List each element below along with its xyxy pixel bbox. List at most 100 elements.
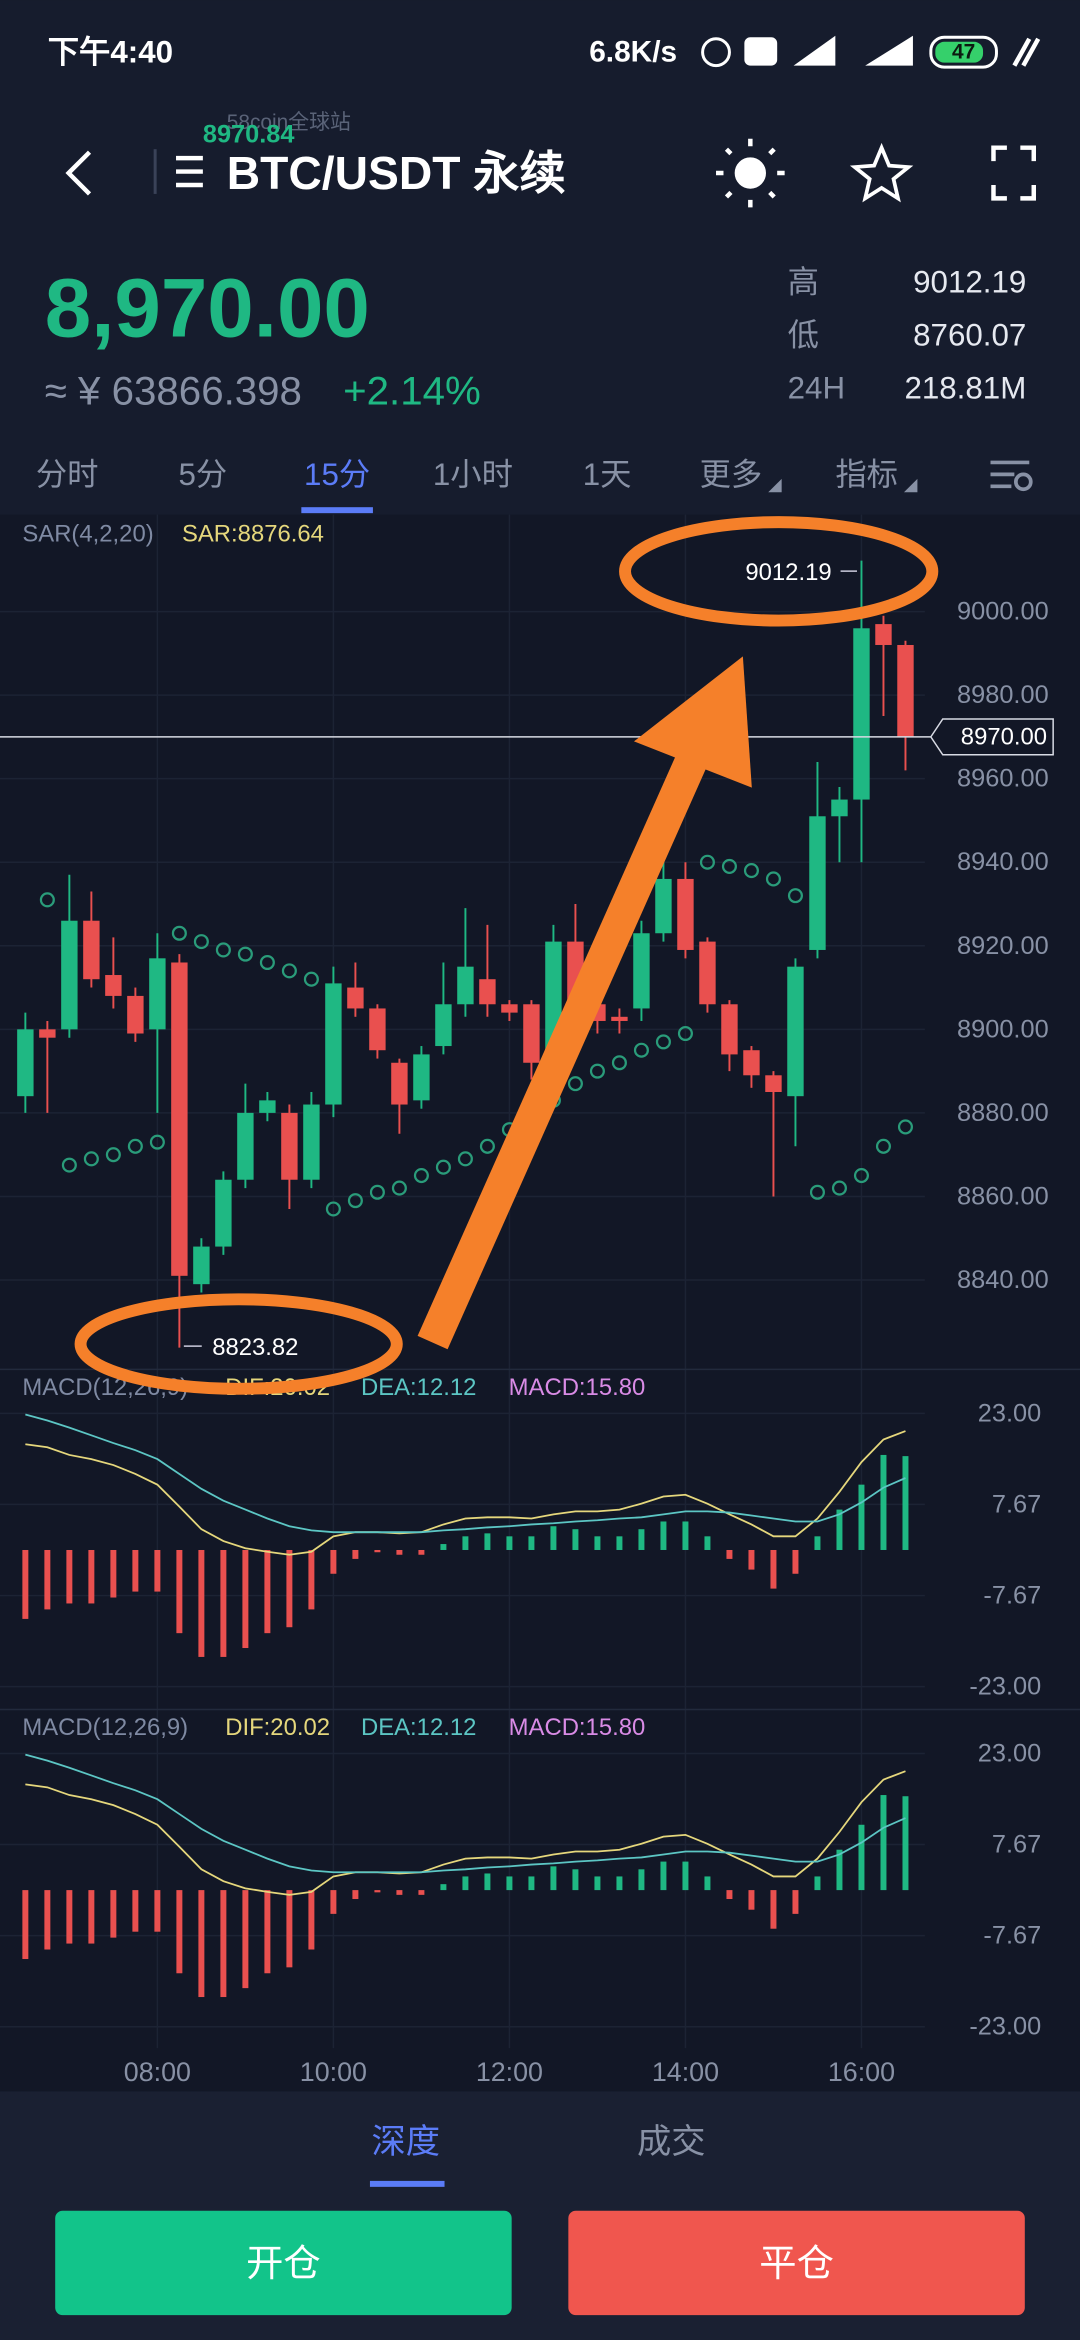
macd-bar — [704, 1876, 711, 1891]
macd-bar — [198, 1549, 205, 1657]
macd-bar — [66, 1890, 73, 1944]
menu-icon[interactable] — [176, 155, 203, 188]
sar-dot — [589, 1063, 605, 1079]
macd-bar — [638, 1869, 645, 1891]
fullscreen-button[interactable] — [991, 145, 1036, 201]
macd-bar — [814, 1536, 821, 1550]
macd-bar — [110, 1549, 117, 1598]
stat-label: 24H — [788, 370, 845, 405]
back-button[interactable] — [65, 150, 92, 196]
action-button[interactable] — [568, 2210, 1025, 2316]
macd-bar — [682, 1861, 689, 1891]
battery-text: 47 — [952, 41, 975, 64]
legend-entry: DEA:12.12 — [361, 1714, 476, 1741]
indicator-label: SAR(4,2,20) — [22, 521, 153, 548]
tab-settings[interactable] — [990, 460, 1033, 492]
macd-bar — [110, 1890, 117, 1938]
candle-body — [127, 995, 144, 1034]
macd-bar — [242, 1549, 249, 1649]
macd-bar — [836, 1509, 843, 1550]
theme-button[interactable] — [716, 138, 785, 208]
macd-bar — [880, 1454, 887, 1550]
x-tick-label: 10:00 — [300, 2057, 367, 2087]
macd-bar — [572, 1869, 579, 1891]
candle-body — [193, 1246, 210, 1285]
sar-dot — [787, 888, 803, 904]
sar-dot — [809, 1184, 825, 1200]
tab[interactable]: 1天 — [583, 457, 632, 492]
action-button-label[interactable]: 开仓 — [246, 2242, 321, 2284]
y-tick-label: 8940.00 — [957, 848, 1049, 876]
macd-bar — [572, 1529, 579, 1550]
macd-bar — [154, 1890, 161, 1932]
sar-dot — [655, 1034, 671, 1050]
cny-price: ≈ ¥ 63866.398 — [45, 368, 302, 413]
macd-bar — [352, 1890, 359, 1900]
stat-label: 低 — [788, 317, 819, 352]
macd-bar — [792, 1549, 799, 1574]
macd-bar — [858, 1484, 865, 1550]
macd-bar — [616, 1536, 623, 1550]
candle-body — [413, 1054, 430, 1101]
candle-body — [501, 1004, 518, 1013]
y-tick-label: -7.67 — [983, 1922, 1041, 1950]
interval-tabs: 分时 5分 15分 1小时 1天 更多 指标 — [36, 457, 918, 514]
max-label: 9012.19 — [745, 559, 831, 586]
action-button[interactable] — [55, 2210, 512, 2316]
y-tick-label: 23.00 — [978, 1399, 1041, 1427]
sar-dot — [259, 954, 275, 971]
sar-dot — [39, 892, 55, 908]
tab[interactable]: 5分 — [179, 457, 228, 492]
stat-label: 高 — [788, 264, 819, 299]
tab[interactable]: 1小时 — [433, 457, 513, 492]
candle-body — [721, 1004, 738, 1055]
candle-body — [17, 1029, 34, 1097]
sar-dot — [347, 1193, 363, 1209]
macd-bar — [726, 1549, 733, 1559]
tab[interactable]: 更多 — [700, 457, 763, 492]
macd-bar — [264, 1549, 271, 1634]
macd-bar — [660, 1861, 667, 1891]
bottom-tab[interactable]: 成交 — [637, 2123, 706, 2161]
tab-underline — [301, 507, 373, 514]
x-tick-label: 14:00 — [652, 2057, 719, 2087]
macd-bar — [286, 1549, 293, 1628]
macd-bar — [682, 1521, 689, 1550]
tab[interactable]: 15分 — [304, 457, 370, 492]
candle-body — [831, 799, 848, 817]
macd-bar — [858, 1824, 865, 1891]
candle-body — [655, 878, 672, 934]
macd-bar — [176, 1890, 183, 1974]
action-button-label[interactable]: 平仓 — [759, 2242, 834, 2284]
sar-dot — [369, 1184, 385, 1200]
candle-body — [39, 1029, 56, 1038]
sar-dot — [215, 942, 231, 958]
stat-value: 9012.19 — [913, 264, 1026, 299]
macd-bar — [550, 1866, 557, 1891]
status-time: 下午4:40 — [48, 35, 173, 70]
macd-bar — [594, 1876, 601, 1891]
y-tick-label: 8980.00 — [957, 681, 1049, 709]
y-tick-label: 8920.00 — [957, 932, 1049, 960]
candle-body — [61, 920, 78, 1030]
macd-bar — [154, 1549, 161, 1592]
bottom-tab[interactable]: 深度 — [371, 2123, 440, 2161]
macd-bar — [814, 1876, 821, 1891]
tab[interactable]: 分时 — [36, 457, 99, 492]
y-tick-label: -23.00 — [969, 1673, 1041, 1701]
y-tick-label: -23.00 — [969, 2013, 1041, 2041]
sar-dot — [831, 1180, 847, 1196]
sar-dot — [765, 871, 781, 887]
tab-caret — [903, 478, 918, 493]
tab[interactable]: 指标 — [835, 457, 898, 492]
macd-bar — [88, 1549, 95, 1604]
favorite-button[interactable] — [849, 142, 914, 203]
candle-body — [875, 624, 892, 645]
legend-entry: DEA:12.12 — [361, 1374, 476, 1401]
macd-bar — [880, 1795, 887, 1891]
pair-title[interactable]: BTC/USDT 永续 — [227, 147, 566, 199]
candle-body — [281, 1112, 298, 1180]
macd-bar — [44, 1890, 51, 1950]
candle-body — [787, 966, 804, 1097]
macd-bar — [484, 1873, 491, 1891]
